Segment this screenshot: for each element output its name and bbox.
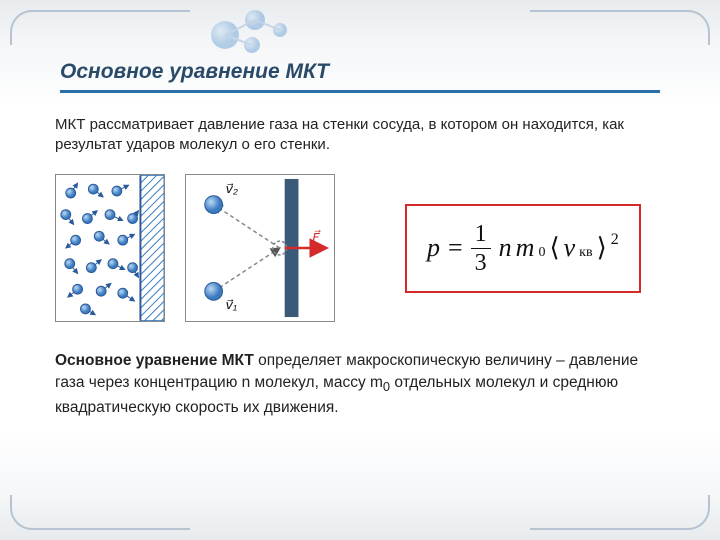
para2-bold: Основное уравнение МКТ — [55, 352, 254, 369]
eq-m: m — [516, 233, 535, 263]
title-bar: Основное уравнение МКТ — [60, 60, 660, 93]
eq-fraction: 1 3 — [471, 222, 491, 276]
corner-top-right — [530, 10, 710, 45]
label-v1: v⃗₁ — [225, 297, 237, 312]
eq-n: n — [499, 233, 512, 263]
corner-bottom-left — [10, 495, 190, 530]
eq-frac-num: 1 — [471, 222, 491, 246]
eq-v-sub: кв — [579, 245, 592, 261]
eq-angle-open: ⟨ — [549, 233, 559, 263]
corner-top-left — [10, 10, 190, 45]
eq-frac-den: 3 — [471, 251, 491, 275]
equation-box: p = 1 3 n m 0 ⟨ v кв ⟩ 2 — [405, 204, 641, 294]
content-area: МКТ рассматривает давление газа на стенк… — [55, 115, 665, 419]
figure-gas-molecules — [55, 174, 165, 322]
label-F: F⃗ — [312, 229, 321, 244]
corner-bottom-right — [530, 495, 710, 530]
page-title: Основное уравнение МКТ — [60, 60, 660, 84]
figure-collision-diagram: v⃗₂ v⃗₁ F⃗ — [185, 174, 335, 322]
eq-m-sub: 0 — [538, 245, 545, 261]
header-molecule-decoration — [200, 0, 320, 60]
eq-angle-close: ⟩ — [597, 233, 607, 263]
figure-row: v⃗₂ v⃗₁ F⃗ p = 1 3 n m 0 ⟨ v кв ⟩ 2 — [55, 174, 665, 322]
eq-equals: = — [448, 233, 463, 263]
label-v2: v⃗₂ — [225, 180, 238, 195]
eq-frac-bar — [471, 248, 491, 250]
intro-paragraph: МКТ рассматривает давление газа на стенк… — [55, 115, 665, 156]
main-equation: p = 1 3 n m 0 ⟨ v кв ⟩ 2 — [427, 222, 619, 276]
eq-power: 2 — [611, 231, 619, 249]
explanation-paragraph: Основное уравнение МКТ определяет макрос… — [55, 350, 665, 420]
eq-v: v — [564, 233, 576, 263]
eq-lhs: p — [427, 233, 440, 263]
